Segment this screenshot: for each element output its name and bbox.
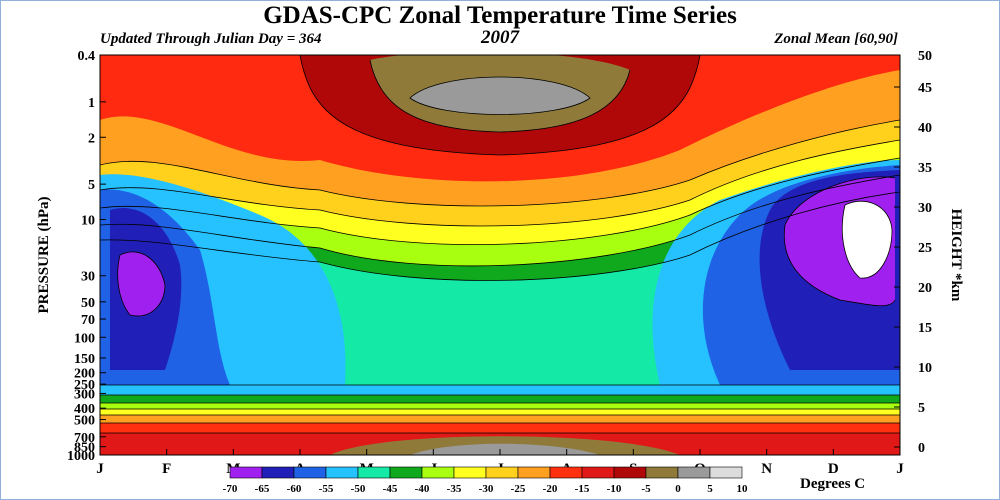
height-tick-label-1: 45 (918, 81, 932, 96)
height-tick-label-7: 15 (918, 321, 932, 336)
pressure-tick-label-14: 500 (74, 414, 95, 429)
colorbar-level-5: -45 (383, 483, 398, 495)
colorbar-level-10: -20 (543, 483, 558, 495)
band-tropo-lime (100, 403, 900, 409)
colorbar-level-8: -30 (479, 483, 494, 495)
colorbar-level-2: -60 (287, 483, 302, 495)
band-tropo-yellow (100, 409, 900, 415)
subtitle-right: Zonal Mean [60,90] (774, 31, 898, 47)
pressure-tick-label-3: 5 (88, 178, 95, 193)
y-axis-title-right: HEIGHT *km (948, 209, 964, 302)
colorbar-swatch-13 (645, 466, 679, 479)
colorbar-level-16: 10 (737, 483, 749, 495)
band-lime (100, 158, 900, 266)
pressure-tick-label-7: 70 (81, 313, 95, 328)
colorbar-level-13: -5 (641, 483, 651, 495)
x-tick-label-1: F (162, 461, 171, 477)
height-tick-label-3: 35 (918, 161, 932, 176)
band-tropo-cyan (100, 385, 900, 395)
pressure-tick-label-15: 700 (74, 431, 95, 446)
colorbar-swatch-5 (389, 466, 423, 479)
pressure-tick-label-2: 2 (88, 131, 95, 146)
colorbar-units-label: Degrees C (800, 476, 865, 492)
pressure-tick-label-10: 200 (74, 367, 95, 382)
colorbar-swatch-0 (229, 466, 263, 479)
pressure-tick-label-9: 150 (74, 352, 95, 367)
pressure-tick-label-17: 1000 (67, 449, 95, 464)
height-tick-label-9: 5 (918, 401, 925, 416)
x-tick-label-11: D (828, 461, 839, 477)
height-tick-label-8: 10 (918, 361, 932, 376)
colorbar-swatch-1 (261, 466, 295, 479)
colorbar-level-15: 5 (707, 483, 713, 495)
colorbar-level-14: 0 (675, 483, 681, 495)
band-yellow (100, 140, 900, 245)
colorbar-swatch-12 (613, 466, 647, 479)
pressure-tick-label-12: 300 (74, 387, 95, 402)
pressure-tick-label-11: 250 (74, 378, 95, 393)
pressure-tick-label-16: 850 (74, 441, 95, 456)
subtitle-year: 2007 (481, 27, 519, 48)
subtitle-left: Updated Through Julian Day = 364 (100, 31, 322, 47)
colorbar-swatch-11 (581, 466, 615, 479)
band-white-right (842, 201, 892, 279)
band-surface-grey (410, 443, 600, 455)
band-purple-left (117, 251, 165, 316)
pressure-tick-label-13: 400 (74, 402, 95, 417)
pressure-tick-label-1: 1 (88, 96, 95, 111)
colorbar-swatch-4 (357, 466, 391, 479)
pressure-tick-label-0: 0.4 (78, 49, 96, 64)
y-axis-title-left: PRESSURE (hPa) (36, 196, 52, 313)
height-tick-label-6: 20 (918, 281, 932, 296)
colorbar-level-7: -35 (447, 483, 462, 495)
contour-lines (100, 55, 900, 434)
band-orange (100, 70, 900, 207)
colorbar-level-0: -70 (223, 483, 238, 495)
x-tick-label-10: N (761, 461, 772, 477)
colorbar-level-12: -10 (607, 483, 622, 495)
colorbar-swatch-8 (485, 466, 519, 479)
band-lightorange (100, 120, 900, 227)
colorbar-level-4: -50 (351, 483, 366, 495)
pressure-tick-label-4: 10 (81, 214, 95, 229)
x-tick-label-12: J (896, 461, 904, 477)
height-tick-label-4: 30 (918, 201, 932, 216)
colorbar-level-3: -55 (319, 483, 334, 495)
colorbar-level-1: -65 (255, 483, 270, 495)
pressure-tick-label-5: 30 (81, 270, 95, 285)
pressure-tick-label-8: 100 (74, 331, 95, 346)
colorbar-swatch-14 (677, 466, 711, 479)
contour-field (100, 55, 900, 455)
colorbar-swatch-9 (517, 466, 551, 479)
colorbar-level-11: -15 (575, 483, 590, 495)
height-tick-label-0: 50 (918, 49, 932, 64)
pressure-tick-label-6: 50 (81, 296, 95, 311)
band-tropo-green (100, 395, 900, 403)
chart-title: GDAS-CPC Zonal Temperature Time Series (263, 2, 737, 29)
height-tick-label-10: 0 (918, 441, 925, 456)
band-tropo-orange (100, 415, 900, 423)
height-tick-label-5: 25 (918, 241, 932, 256)
height-tick-label-2: 40 (918, 121, 932, 136)
colorbar-swatch-2 (293, 466, 327, 479)
band-tropo-red (100, 423, 900, 433)
x-tick-label-0: J (96, 461, 104, 477)
colorbar-swatch-6 (421, 466, 455, 479)
colorbar-swatch-3 (325, 466, 359, 479)
colorbar-level-9: -25 (511, 483, 526, 495)
colorbar-swatch-7 (453, 466, 487, 479)
colorbar-swatch-15 (709, 466, 743, 479)
band-grey-core (410, 77, 590, 115)
colorbar-swatch-10 (549, 466, 583, 479)
colorbar: -70 -65 -60 -55 -50 -45 -40 -35 -30 -25 -20 -15 -10-… (223, 466, 865, 495)
colorbar-level-6: -40 (415, 483, 430, 495)
